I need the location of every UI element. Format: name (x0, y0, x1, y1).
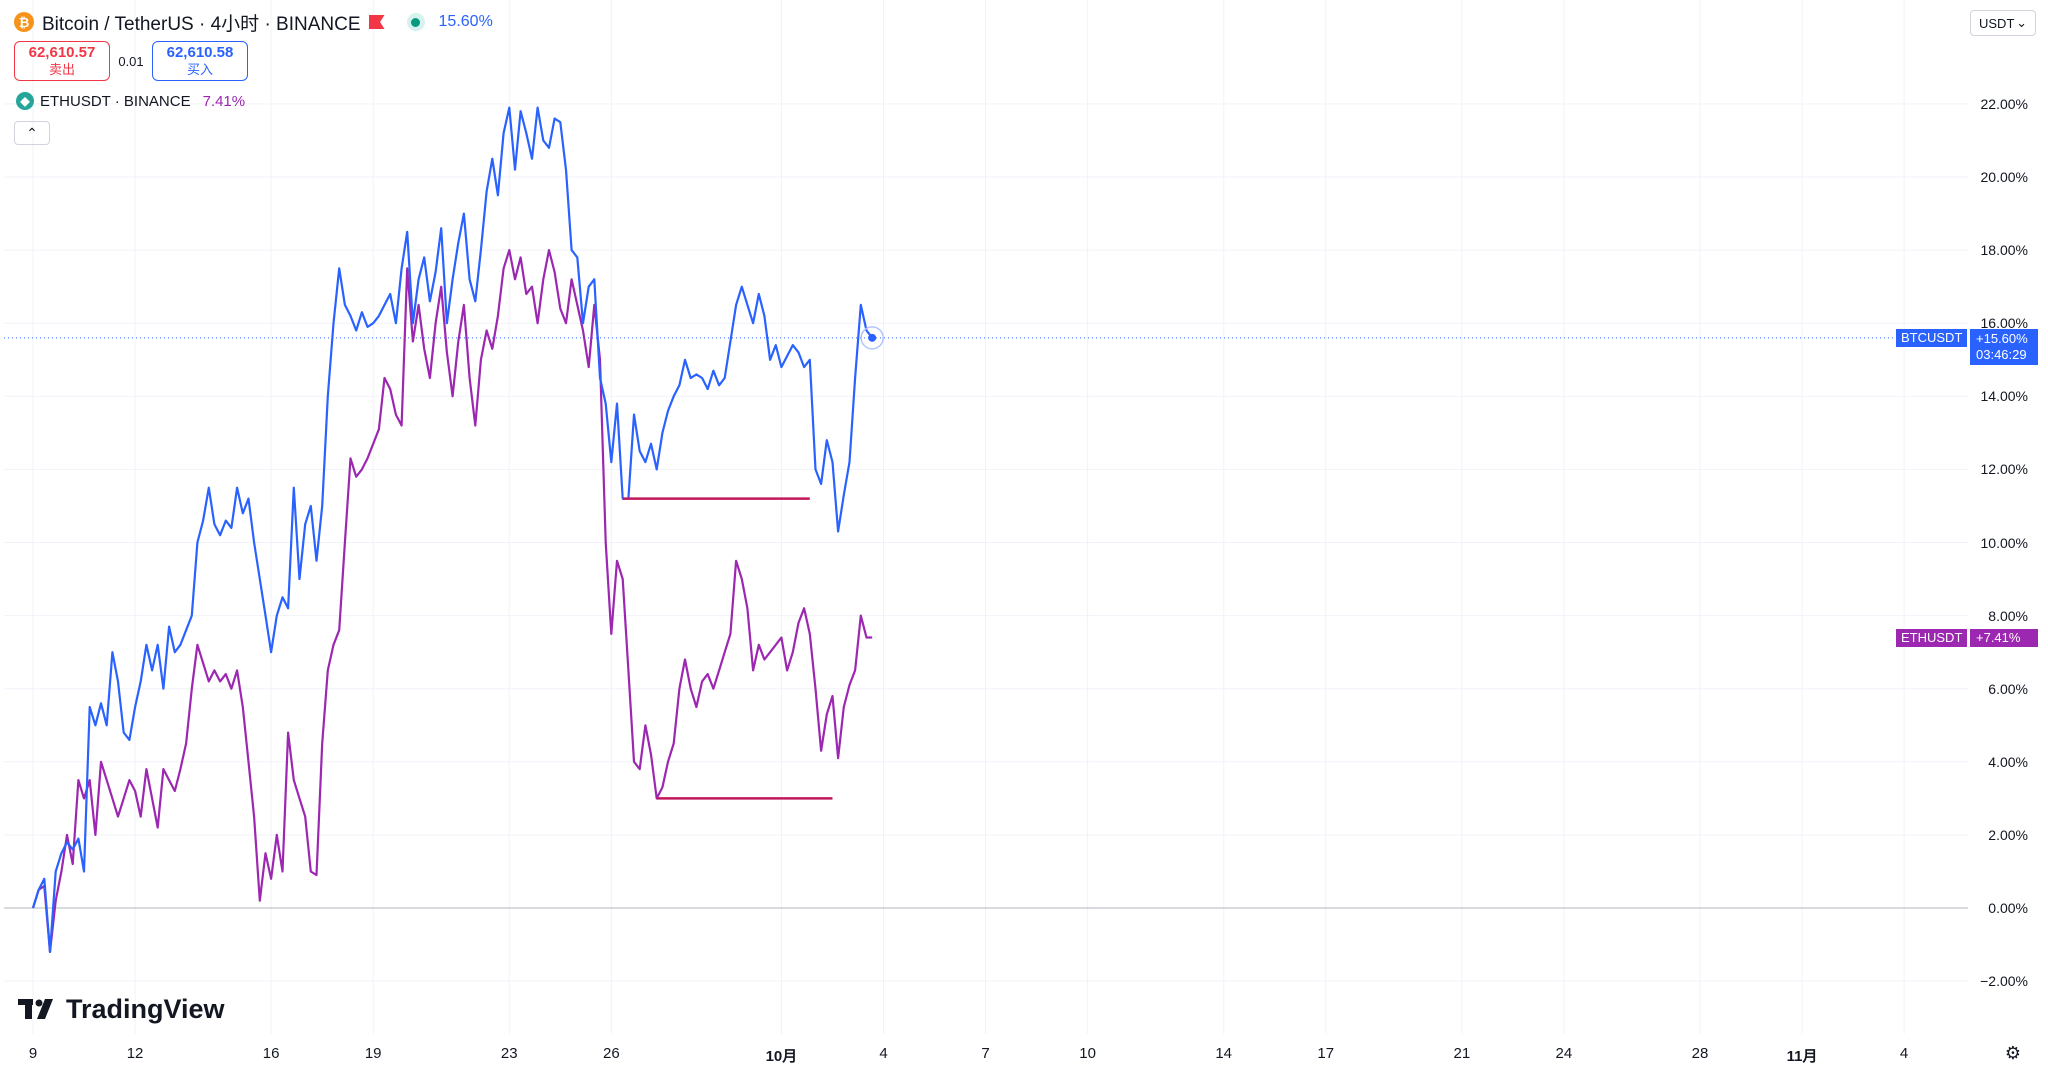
sell-label: 卖出 (48, 62, 75, 77)
chevron-up-icon[interactable]: ⌃ (14, 121, 50, 145)
x-tick-label: 11月 (1786, 1048, 1818, 1065)
x-tick-label: 17 (1317, 1045, 1335, 1062)
last-point-dot (868, 333, 877, 342)
btc-last-value-label: +15.60% 03:46:29 (1970, 328, 2038, 365)
compare-percent: 7.41% (202, 92, 246, 110)
market-status-icon[interactable] (406, 13, 425, 31)
y-tick-label: 20.00% (1980, 169, 2028, 185)
bitcoin-icon: ₿ (14, 12, 34, 32)
symbol-header: ₿ Bitcoin / TetherUS · 4小时 · BINANCE 15.… (14, 8, 493, 36)
x-tick-label: 23 (500, 1045, 518, 1062)
y-tick-label: −2.00% (1980, 973, 2028, 990)
x-tick-label: 26 (602, 1045, 620, 1062)
y-tick-label: 2.00% (1988, 826, 2028, 843)
compare-legend[interactable]: ◆ ETHUSDT · BINANCE 7.41% (16, 92, 245, 110)
bid-price: 62,610.57 (28, 44, 96, 61)
x-tick-label: 7 (981, 1045, 990, 1062)
x-tick-label: 4 (1899, 1045, 1909, 1062)
compare-symbol: ETHUSDT · BINANCE (40, 92, 191, 110)
y-tick-label: 0.00% (1988, 900, 2028, 916)
bar-countdown: 03:46:29 (1976, 346, 2027, 362)
y-tick-label: 12.00% (1980, 461, 2028, 478)
quote-panel: 62,610.57 卖出 0.01 62,610.58 买入 (14, 41, 248, 81)
flag-icon[interactable] (368, 15, 385, 29)
last-point-halo (860, 326, 884, 350)
y-tick-label: 10.00% (1980, 534, 2028, 551)
y-tick-label: 6.00% (1988, 680, 2028, 697)
eth-series-name-label: ETHUSDT (1896, 628, 1968, 647)
y-tick-label: 18.00% (1980, 242, 2028, 259)
tradingview-logo-icon (18, 998, 53, 1019)
x-tick-label: 24 (1555, 1045, 1573, 1062)
x-tick-label: 21 (1453, 1045, 1471, 1062)
btc-series-name-label: BTCUSDT (1896, 328, 1968, 347)
sell-button[interactable]: 62,610.57 卖出 (14, 41, 110, 81)
x-tick-label: 12 (126, 1045, 144, 1062)
btc-last-value: +15.60% (1976, 330, 2028, 346)
brand-name: TradingView (66, 994, 225, 1024)
gear-icon[interactable]: ⚙ (2004, 1042, 2022, 1063)
y-tick-label: 8.00% (1988, 607, 2028, 624)
buy-button[interactable]: 62,610.58 买入 (152, 41, 248, 81)
symbol-title[interactable]: Bitcoin / TetherUS · 4小时 · BINANCE (42, 13, 361, 35)
x-tick-label: 10月 (765, 1048, 798, 1065)
x-tick-label: 4 (879, 1045, 888, 1062)
y-tick-label: 16.00% (1980, 315, 2028, 332)
x-tick-label: 28 (1691, 1045, 1709, 1062)
x-tick-label: 9 (28, 1045, 38, 1062)
buy-label: 买入 (186, 62, 213, 77)
ask-price: 62,610.58 (166, 44, 234, 61)
y-tick-label: 22.00% (1980, 95, 2028, 112)
y-tick-label: 14.00% (1980, 388, 2028, 405)
x-tick-label: 10 (1079, 1045, 1096, 1062)
currency-label: USDT (1979, 15, 2015, 31)
btcusdt-line (31, 106, 874, 954)
x-tick-label: 14 (1215, 1045, 1233, 1062)
tradingview-logo[interactable]: TradingView (18, 994, 225, 1025)
ethusdt-line (31, 249, 873, 954)
spread-value: 0.01 (118, 53, 144, 69)
y-tick-label: 4.00% (1988, 753, 2028, 770)
eth-icon: ◆ (16, 92, 34, 110)
chevron-down-icon: ⌄ (2016, 15, 2027, 30)
currency-select[interactable]: USDT ⌄ (1970, 10, 2036, 36)
x-tick-label: 19 (364, 1045, 382, 1062)
x-tick-label: 16 (262, 1045, 280, 1062)
change-percent: 15.60% (438, 13, 493, 30)
eth-last-value-label: +7.41% (1970, 628, 2038, 647)
